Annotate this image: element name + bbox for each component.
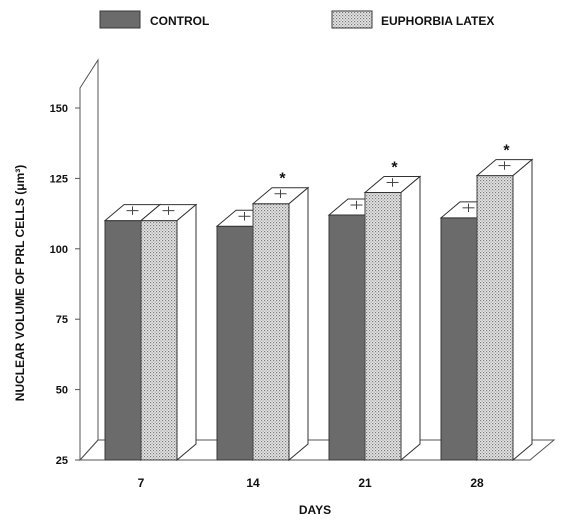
bar-latex-side bbox=[400, 175, 421, 462]
error-bar-control bbox=[462, 203, 475, 213]
bar-latex-front bbox=[364, 191, 402, 461]
y-tick-label: 150 bbox=[50, 103, 68, 115]
bar-latex bbox=[363, 175, 422, 462]
bar-latex-side bbox=[288, 186, 309, 462]
error-bar-latex bbox=[498, 161, 511, 170]
significance-marker: * bbox=[503, 143, 510, 160]
x-tick-label: 28 bbox=[470, 476, 484, 490]
bars: * * * bbox=[103, 143, 534, 462]
x-tick-label: 7 bbox=[138, 476, 145, 490]
bar-control-front bbox=[328, 214, 366, 461]
legend-swatch-latex bbox=[331, 10, 373, 29]
legend: CONTROL EUPHORBIA LATEX bbox=[99, 10, 494, 29]
bar-control-front bbox=[440, 217, 478, 461]
y-tick-label: 25 bbox=[56, 455, 68, 467]
bar-latex-front bbox=[476, 175, 514, 461]
bar-latex bbox=[139, 203, 198, 462]
bar-latex-side bbox=[512, 158, 533, 462]
x-axis-title: DAYS bbox=[299, 503, 331, 517]
legend-label-control: CONTROL bbox=[150, 14, 209, 28]
y-tick-label: 125 bbox=[50, 173, 68, 185]
x-tick-label: 14 bbox=[246, 476, 260, 490]
x-tick-labels: 7 14 21 28 bbox=[138, 476, 484, 490]
legend-swatch-control bbox=[99, 10, 141, 29]
error-bar-latex bbox=[162, 206, 175, 215]
y-tick-label: 100 bbox=[50, 244, 68, 256]
y-tick-label: 50 bbox=[56, 385, 68, 397]
x-tick-label: 21 bbox=[358, 476, 372, 490]
left-wall bbox=[79, 58, 99, 462]
error-bar-control bbox=[350, 200, 363, 210]
bar-latex-front bbox=[252, 203, 290, 461]
y-tick-label: 75 bbox=[56, 314, 68, 326]
legend-label-latex: EUPHORBIA LATEX bbox=[381, 14, 494, 28]
bar-latex-side bbox=[176, 203, 197, 462]
y-axis-title: NUCLEAR VOLUME OF PRL CELLS (μm³) bbox=[13, 165, 27, 401]
error-bar-latex bbox=[274, 189, 287, 198]
error-bar-latex bbox=[386, 178, 399, 187]
y-tick-labels: 150 125 100 75 50 25 bbox=[50, 103, 80, 467]
bar-latex-front bbox=[140, 220, 178, 461]
significance-marker: * bbox=[279, 171, 286, 188]
bar-control-front bbox=[104, 220, 142, 461]
bar-control-front bbox=[216, 225, 254, 461]
error-bar-control bbox=[126, 206, 139, 215]
error-bar-control bbox=[238, 212, 251, 221]
bar-latex bbox=[251, 186, 310, 462]
significance-marker: * bbox=[391, 159, 398, 176]
bar-latex bbox=[475, 158, 534, 462]
